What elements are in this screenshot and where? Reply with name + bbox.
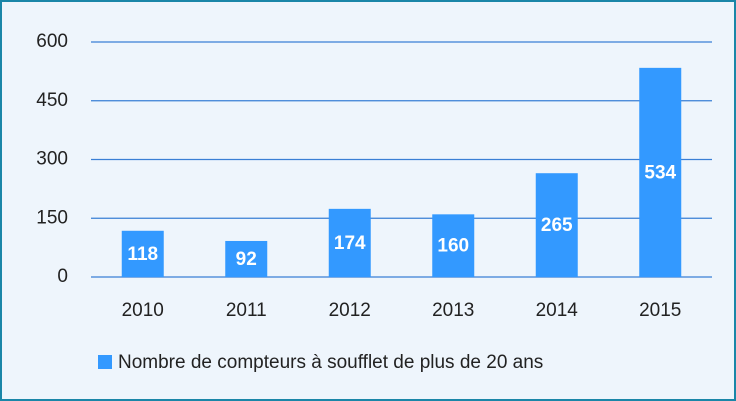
bar [639,67,682,277]
value-label: 92 [236,249,257,270]
legend-label: Nombre de compteurs à soufflet de plus d… [118,352,543,373]
value-label: 265 [541,215,573,236]
value-label: 118 [127,244,158,265]
x-tick-label: 2010 [122,300,164,321]
value-label: 174 [334,233,366,254]
x-tick-label: 2012 [329,300,371,321]
bar [432,214,475,277]
bar [121,230,164,277]
legend-swatch [98,355,112,369]
x-tick-label: 2014 [536,300,579,321]
y-tick-label: 600 [36,31,68,52]
x-tick-label: 2015 [639,300,681,321]
bar [328,208,371,277]
value-label: 534 [644,162,676,183]
y-tick-label: 300 [36,149,68,170]
y-tick-label: 0 [57,266,68,287]
y-tick-label: 450 [36,90,68,111]
bar [535,173,578,277]
bar [225,240,268,277]
x-tick-label: 2011 [226,300,267,321]
y-tick-label: 150 [36,207,68,228]
x-tick-label: 2013 [432,300,474,321]
value-label: 160 [437,236,469,257]
